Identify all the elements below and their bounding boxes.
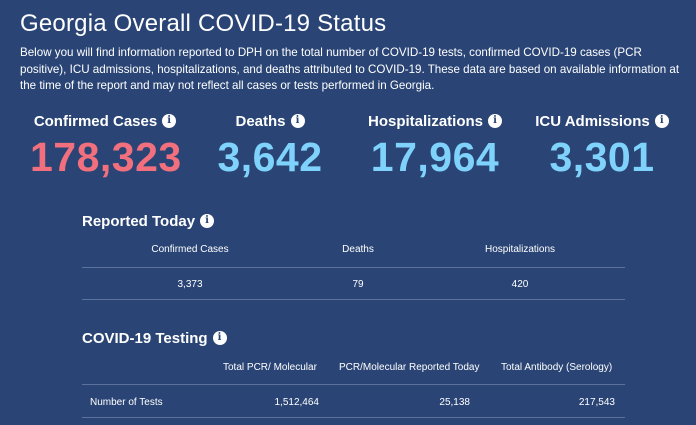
info-icon[interactable]: i xyxy=(200,214,215,228)
deaths-label: Deaths xyxy=(235,113,286,130)
reported-today-label: Reported Today xyxy=(82,213,196,230)
testing-title: COVID-19 Testing i xyxy=(82,330,227,347)
table-divider xyxy=(82,267,625,268)
testing-pcr-today-value: 25,138 xyxy=(439,397,470,408)
table-divider xyxy=(82,417,625,418)
reported-today-confirmed-value: 3,373 xyxy=(177,279,203,290)
reported-today-header-hospitalizations: Hospitalizations xyxy=(484,244,556,255)
icu-admissions-label: ICU Admissions xyxy=(535,113,650,130)
stat-label: Confirmed Cases i xyxy=(30,113,180,130)
hospitalizations-label: Hospitalizations xyxy=(367,113,483,130)
reported-today-header-confirmed: Confirmed Cases xyxy=(151,244,229,255)
stat-label: Hospitalizations i xyxy=(360,113,510,130)
confirmed-cases-value: 178,323 xyxy=(30,134,182,180)
icu-admissions-value: 3,301 xyxy=(549,134,655,180)
intro-text: Below you will find information reported… xyxy=(20,46,680,92)
testing-antibody-value: 217,543 xyxy=(578,397,615,408)
page-title: Georgia Overall COVID-19 Status xyxy=(20,10,387,37)
testing-total-pcr-value: 1,512,464 xyxy=(274,397,320,408)
info-icon[interactable]: i xyxy=(654,114,669,128)
hospitalizations-value: 17,964 xyxy=(370,134,500,180)
info-icon[interactable]: i xyxy=(212,331,227,345)
testing-label: COVID-19 Testing xyxy=(82,330,208,347)
testing-header-total-pcr: Total PCR/ Molecular xyxy=(223,362,317,373)
stat-confirmed-cases: Confirmed Cases i 178,323 xyxy=(30,113,182,181)
info-icon[interactable]: i xyxy=(290,114,305,128)
stat-label: ICU Admissions i xyxy=(527,113,677,130)
stat-label: Deaths i xyxy=(205,113,335,130)
testing-row-label: Number of Tests xyxy=(90,397,163,408)
table-divider xyxy=(82,384,625,385)
testing-header-antibody: Total Antibody (Serology) xyxy=(501,362,613,373)
reported-today-deaths-value: 79 xyxy=(352,279,364,290)
table-divider xyxy=(82,299,625,300)
testing-header-pcr-today: PCR/Molecular Reported Today xyxy=(339,362,480,373)
stat-hospitalizations: Hospitalizations i 17,964 xyxy=(360,113,510,181)
reported-today-hospitalizations-value: 420 xyxy=(511,279,529,290)
confirmed-cases-label: Confirmed Cases xyxy=(33,113,158,130)
reported-today-title: Reported Today i xyxy=(82,213,215,230)
reported-today-header-deaths: Deaths xyxy=(342,244,374,255)
info-icon[interactable]: i xyxy=(162,114,177,128)
deaths-value: 3,642 xyxy=(217,134,323,180)
stat-deaths: Deaths i 3,642 xyxy=(205,113,335,181)
stat-icu-admissions: ICU Admissions i 3,301 xyxy=(527,113,677,181)
info-icon[interactable]: i xyxy=(488,114,502,128)
